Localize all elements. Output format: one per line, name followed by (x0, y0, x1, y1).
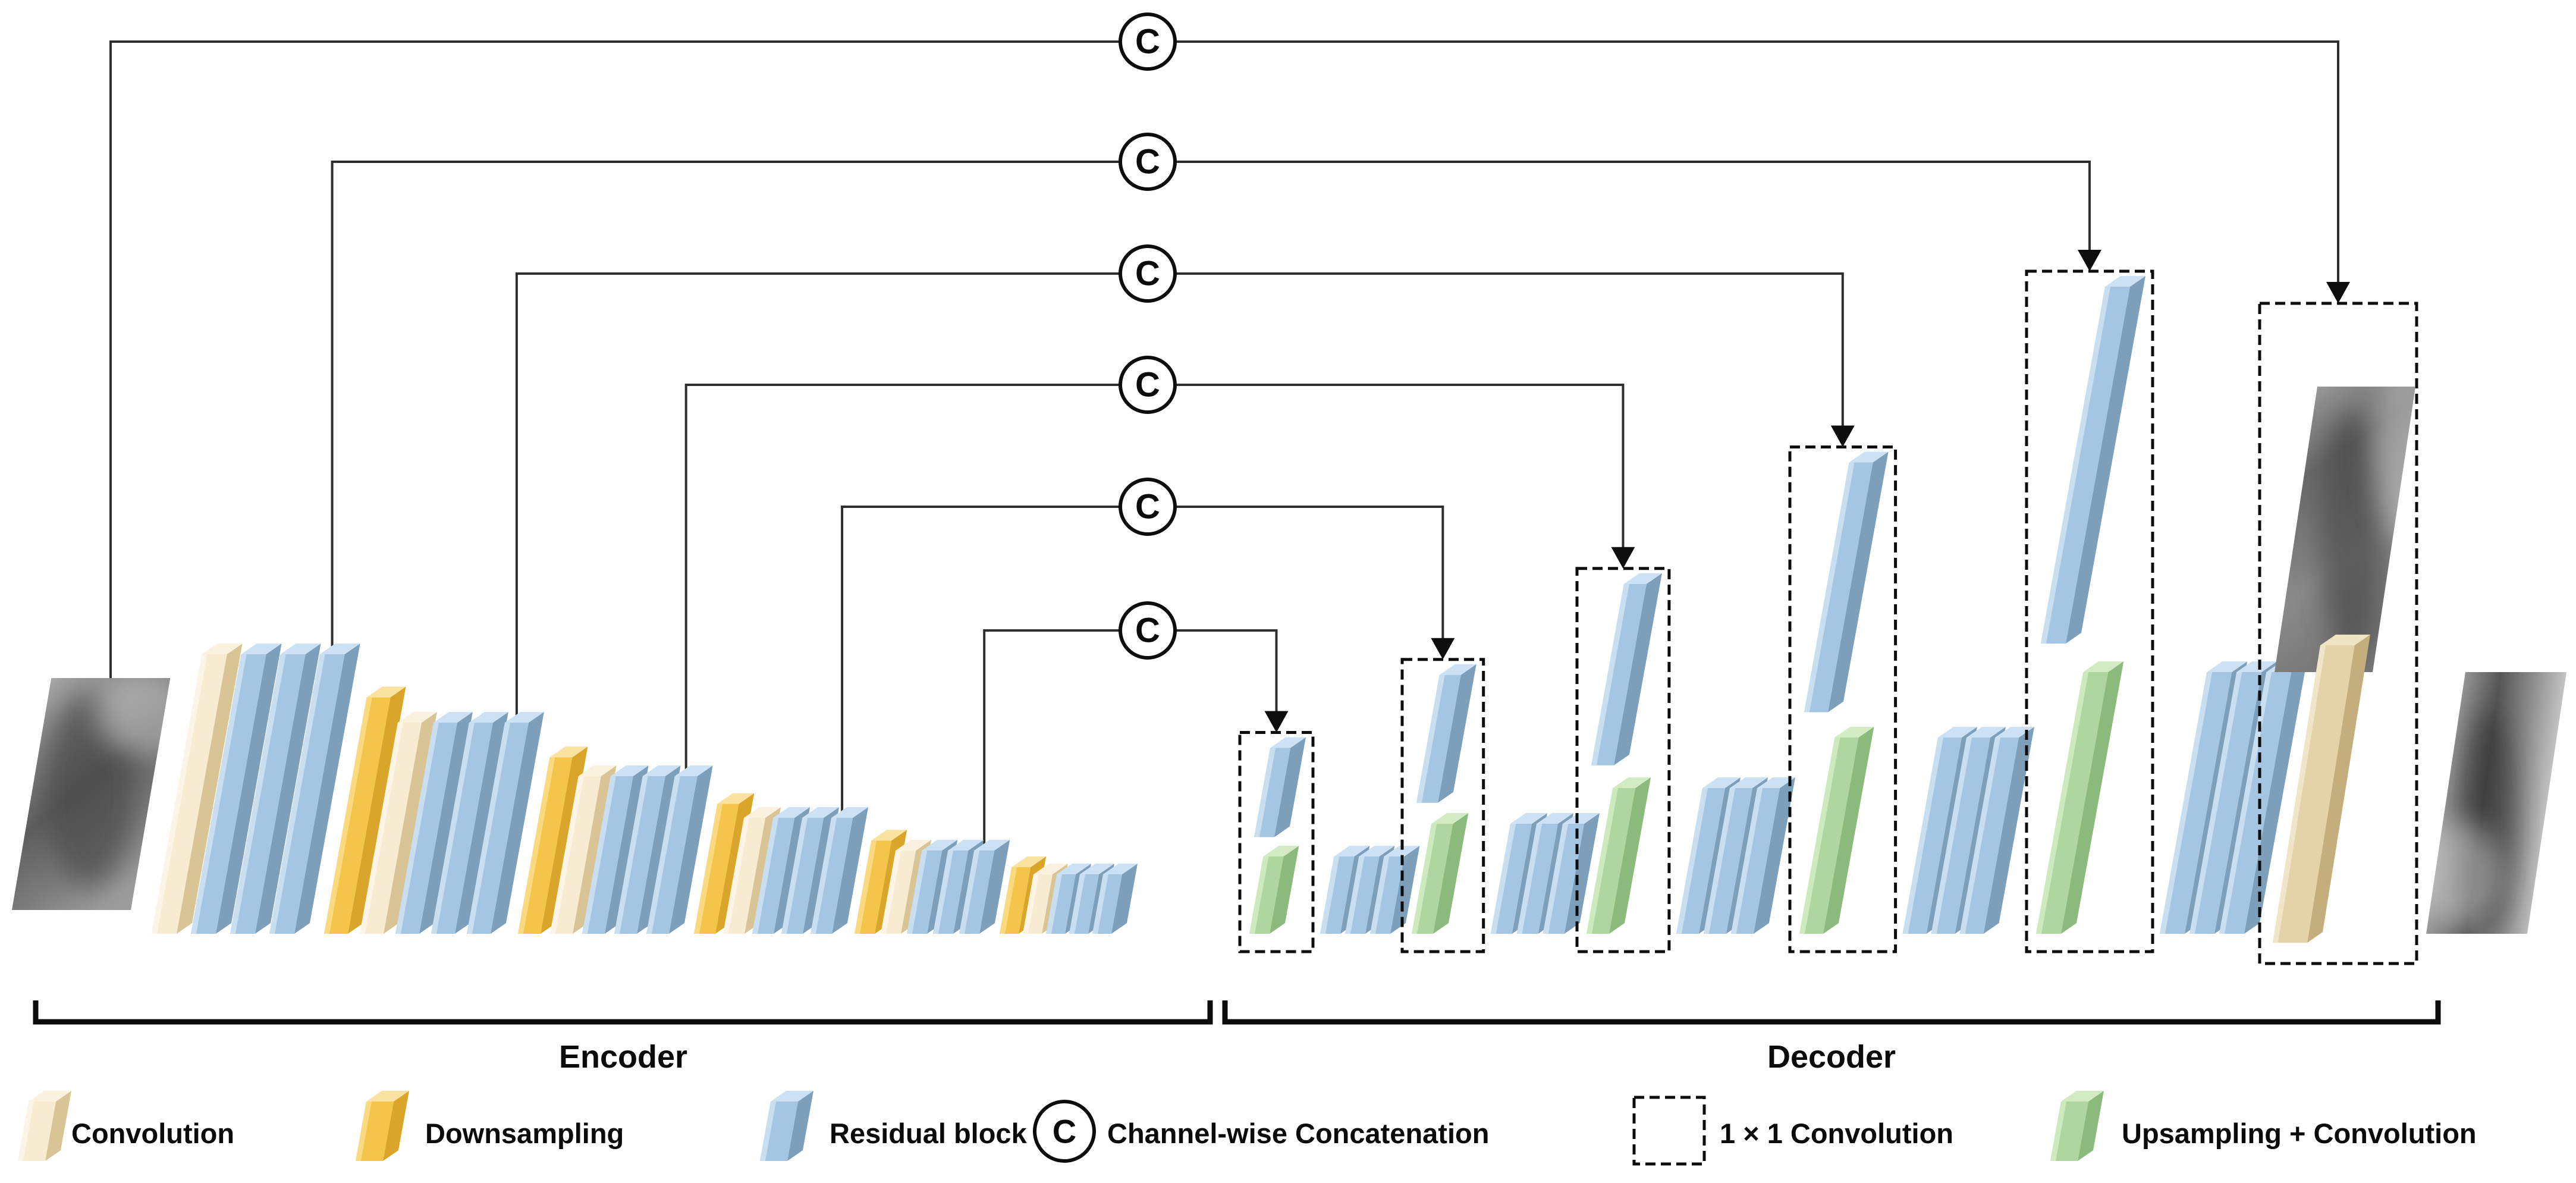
legend-label-1x1-convolution: 1 × 1 Convolution (1720, 1118, 1953, 1149)
skip-connection-2: C (331, 133, 2101, 654)
skip-connection-4: C (684, 356, 1635, 776)
concat-circle (1119, 244, 1177, 303)
concat-circle (1119, 601, 1177, 660)
legend-swatch-residual (760, 1091, 813, 1161)
decoder-stage-1 (1238, 731, 1420, 953)
decoder-stage-3 (1575, 567, 1795, 953)
network-blocks (12, 269, 2566, 965)
input-image (12, 678, 171, 910)
concat-symbol: C (1135, 611, 1160, 650)
legend-swatch-convolution (18, 1091, 71, 1161)
encoder-stage-3 (518, 746, 713, 934)
skip-connections: C C C C C C (109, 12, 2350, 851)
skip-connection-3: C (515, 244, 1855, 723)
legend-swatches: C (18, 1091, 2104, 1166)
concat-circle (1119, 133, 1177, 191)
legend-swatch-upsampling (2050, 1091, 2104, 1161)
encoder-label: Encoder (559, 1039, 687, 1075)
concat-symbol: C (1135, 255, 1160, 293)
legend-label-upsampling: Upsampling + Convolution (2122, 1118, 2477, 1149)
encoder-bracket (33, 1000, 1213, 1025)
decoder-label: Decoder (1767, 1039, 1896, 1075)
skip-connection-6: C (983, 601, 1289, 851)
legend-swatch-downsampling (356, 1091, 409, 1161)
encoder-stage-6 (1000, 856, 1138, 934)
concat-symbol: C (1135, 23, 1160, 61)
encoder-stage-5 (855, 830, 1010, 934)
legend-swatch-concat: C (1033, 1100, 1096, 1163)
decoder-stage-5 (2025, 269, 2307, 953)
concat-circle (1119, 12, 1177, 71)
encoder-stage-2 (324, 686, 544, 934)
skip-connection-1: C (109, 12, 2350, 678)
legend-swatch-conv1x1 (1632, 1096, 1706, 1166)
concat-symbol: C (1135, 143, 1160, 181)
encoder-stage-1 (152, 644, 360, 934)
decoder-stage-2 (1400, 658, 1600, 953)
svg-text:C: C (1053, 1113, 1076, 1150)
legend-label-downsampling: Downsampling (425, 1118, 624, 1149)
skip-connection-5: C (841, 478, 1455, 818)
decoder-stage-4 (1788, 445, 2034, 953)
output-image (2426, 672, 2566, 934)
legend: C Convolution Downsampling Residual bloc… (18, 1091, 2477, 1166)
decoder-bracket (1222, 1000, 2441, 1025)
legend-label-convolution: Convolution (71, 1118, 234, 1149)
concat-circle (1119, 356, 1177, 414)
concat-symbol: C (1135, 366, 1160, 404)
legend-label-residual-block: Residual block (830, 1118, 1028, 1149)
concat-circle (1119, 478, 1177, 536)
section-brackets (33, 1000, 2441, 1025)
legend-label-concatenation: Channel-wise Concatenation (1107, 1118, 1489, 1149)
final-convolution-box (2258, 302, 2418, 965)
encoder-stage-4 (694, 793, 869, 934)
concat-symbol: C (1135, 488, 1160, 526)
